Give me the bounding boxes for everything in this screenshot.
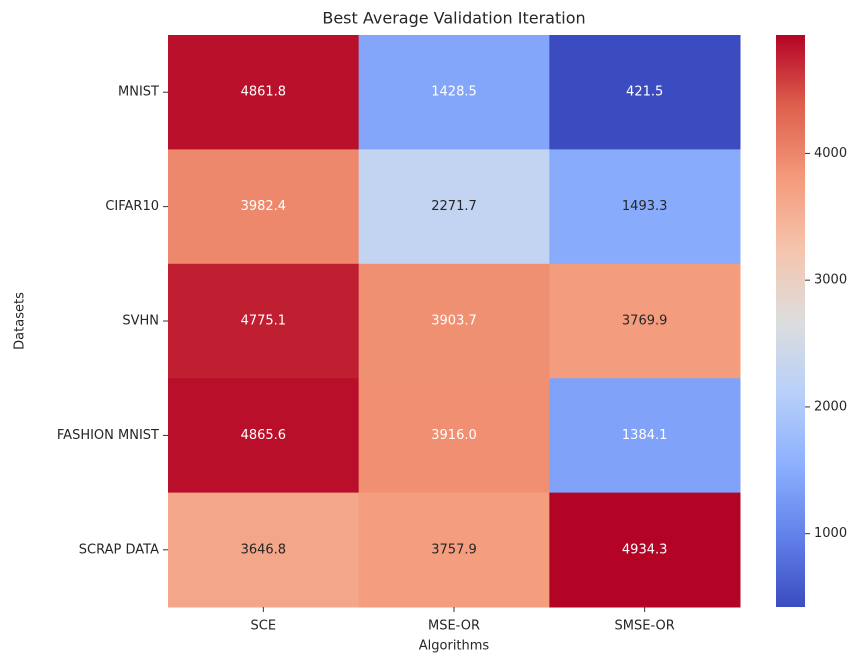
cell-label: 1428.5 xyxy=(431,85,477,100)
x-tick-label: SCE xyxy=(251,619,277,634)
colorbar-tick-label: 2000 xyxy=(814,399,847,414)
y-tick-label: SCRAP DATA xyxy=(79,542,159,557)
heatmap-cell xyxy=(549,35,741,150)
cell-label: 4775.1 xyxy=(241,314,287,329)
cell-label: 421.5 xyxy=(626,85,663,100)
cell-label: 3646.8 xyxy=(241,542,287,557)
heatmap-cell xyxy=(168,35,360,150)
cell-label: 1493.3 xyxy=(622,199,668,214)
colorbar-tick-label: 3000 xyxy=(814,273,847,288)
y-tick-label: CIFAR10 xyxy=(105,199,159,214)
colorbar xyxy=(776,35,805,607)
cell-label: 1384.1 xyxy=(622,428,668,443)
heatmap-cell xyxy=(168,492,360,608)
y-tick-label: FASHION MNIST xyxy=(57,428,159,443)
y-axis-label: Datasets xyxy=(13,292,28,350)
x-tick-label: MSE-OR xyxy=(428,619,480,634)
heatmap-cell xyxy=(168,378,360,494)
colorbar-tick-label: 4000 xyxy=(814,146,847,161)
cell-label: 3982.4 xyxy=(241,199,287,214)
heatmap-cell xyxy=(549,149,741,265)
x-axis-label: Algorithms xyxy=(419,639,490,654)
heatmap-cell xyxy=(168,149,360,265)
y-tick-label: SVHN xyxy=(122,314,159,329)
heatmap-cell xyxy=(549,263,741,379)
colorbar-tick-label: 1000 xyxy=(814,526,847,541)
heatmap-cell xyxy=(358,263,550,379)
cell-label: 4861.8 xyxy=(241,85,287,100)
cell-label: 3769.9 xyxy=(622,314,668,329)
cell-label: 2271.7 xyxy=(431,199,477,214)
x-tick-label: SMSE-OR xyxy=(615,619,675,634)
heatmap-cell xyxy=(549,378,741,494)
cell-label: 4865.6 xyxy=(241,428,287,443)
heatmap-cell xyxy=(358,492,550,608)
heatmap-cell xyxy=(168,263,360,379)
heatmap-cell xyxy=(358,149,550,265)
cell-label: 3903.7 xyxy=(431,314,477,329)
cell-label: 4934.3 xyxy=(622,542,668,557)
chart-title: Best Average Validation Iteration xyxy=(322,9,585,28)
cell-label: 3757.9 xyxy=(431,542,477,557)
heatmap-cell xyxy=(358,378,550,494)
heatmap-cell xyxy=(549,492,741,608)
cell-label: 3916.0 xyxy=(431,428,477,443)
y-tick-label: MNIST xyxy=(118,85,159,100)
heatmap-cell xyxy=(358,35,550,150)
